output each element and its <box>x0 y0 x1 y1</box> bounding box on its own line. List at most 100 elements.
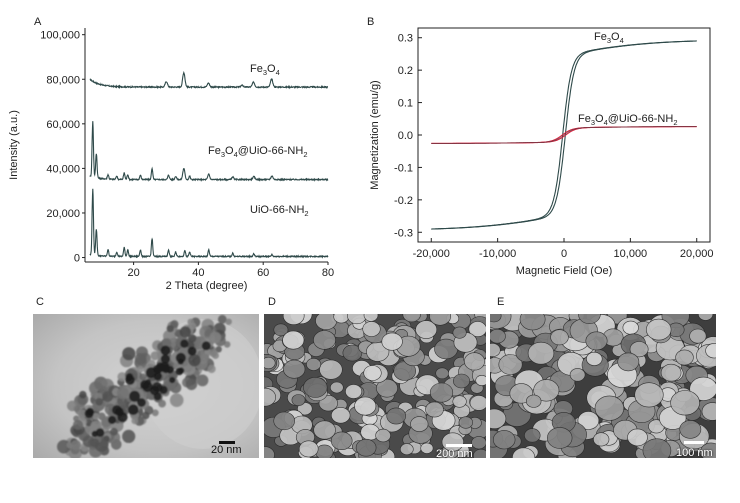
sem-grain <box>642 438 672 458</box>
sem-grain <box>527 341 555 365</box>
tem-particle <box>79 390 87 399</box>
tem-dark-particle <box>117 412 128 423</box>
tem-particle <box>150 351 160 361</box>
tem-particle <box>151 409 159 417</box>
sem-grain <box>400 443 414 456</box>
tem-dark-particle <box>169 377 176 384</box>
xrd-x-tick-label: 60 <box>257 267 269 279</box>
sem-grain <box>670 390 700 416</box>
tem-dark-particle <box>160 354 171 364</box>
tem-particle <box>189 322 197 330</box>
panel-letter-b: B <box>367 16 374 28</box>
sem-grain <box>264 356 276 370</box>
tem-particle <box>202 353 210 361</box>
xrd-x-axis-label: 2 Theta (degree) <box>166 280 248 292</box>
tem-dark-particle <box>161 364 171 374</box>
scale-label-c: 20 nm <box>211 444 242 456</box>
tem-micrograph <box>33 314 259 458</box>
fe3o4-hysteresis-line <box>431 40 697 230</box>
tem-particle <box>188 354 201 367</box>
tem-particle <box>169 393 184 407</box>
sem-grain <box>425 401 444 418</box>
sem-grain <box>306 358 322 371</box>
sem-grain <box>679 420 702 439</box>
tem-dark-particle <box>201 341 211 351</box>
tem-particle <box>70 440 82 451</box>
sem-grain <box>381 332 403 351</box>
tem-particle <box>179 326 191 338</box>
mag-y-tick-label: -0.2 <box>394 195 413 207</box>
sem-grain <box>525 394 542 408</box>
sem-grain <box>493 430 516 450</box>
tem-particle <box>77 409 87 419</box>
tem-particle <box>223 341 231 348</box>
sem-grain <box>363 365 382 381</box>
sem-grain <box>315 444 334 458</box>
sem-grain <box>675 349 694 366</box>
tem-dark-particle <box>160 345 171 356</box>
scale-bar-e <box>684 441 704 444</box>
sem-grain <box>402 314 421 323</box>
xrd-y-tick-label: 80,000 <box>46 74 80 86</box>
mag-series-label: Fe3O4 <box>594 31 624 45</box>
tem-particle <box>73 419 83 430</box>
xrd-series-line <box>89 121 329 182</box>
sem-grain <box>627 428 648 447</box>
sem-grain <box>634 382 664 408</box>
sem-grain <box>345 384 363 399</box>
sem-grain <box>586 351 603 366</box>
tem-dark-particle <box>187 346 197 356</box>
tem-dark-particle <box>91 430 98 437</box>
sem-grain <box>468 321 486 337</box>
xrd-y-tick-label: 100,000 <box>40 30 80 42</box>
sem-grain <box>342 344 363 362</box>
sem-grain <box>453 373 471 389</box>
tem-particle <box>95 398 103 406</box>
sem-grain <box>319 359 343 380</box>
sem-grain <box>410 416 429 432</box>
sem-grain <box>705 343 716 359</box>
sem-grain <box>490 343 501 357</box>
sem-grain <box>577 411 600 430</box>
sem-grain <box>698 314 714 321</box>
xrd-y-tick-label: 40,000 <box>46 163 80 175</box>
sem-grain <box>490 408 507 429</box>
mag-x-axis-label: Magnetic Field (Oe) <box>516 265 613 277</box>
sem-grain <box>435 367 449 380</box>
tem-particle <box>122 347 136 361</box>
sem-grain <box>282 314 305 325</box>
sem-grain <box>429 314 451 326</box>
mag-y-axis-label: Magnetization (emu/g) <box>369 80 381 189</box>
sem-grain <box>689 328 707 344</box>
xrd-series-label: Fe3O4 <box>250 63 280 77</box>
tem-dark-particle <box>125 375 132 382</box>
tem-dark-particle <box>95 428 105 437</box>
sem-grain <box>498 354 523 375</box>
sem-grain <box>330 407 351 424</box>
sem-grain <box>593 432 610 447</box>
composite-hysteresis-overlay <box>431 126 697 144</box>
xrd-chart: A 0 20,000 40,000 60,000 80,000 100,000 20 40 60 8… <box>8 16 334 292</box>
sem-grain <box>473 448 486 458</box>
sem-grain <box>490 314 502 323</box>
xrd-series-line <box>89 188 329 259</box>
sem-grain <box>550 329 569 346</box>
sem-grain <box>376 378 398 398</box>
tem-particle <box>158 399 166 408</box>
sem-grain <box>452 395 467 408</box>
mag-y-tick-label: 0.3 <box>398 33 413 45</box>
tem-particle <box>141 411 150 420</box>
tem-particle <box>209 331 222 344</box>
mag-x-tick-label: -20,000 <box>413 248 450 260</box>
sem-grain <box>386 407 406 425</box>
sem-grain <box>464 352 486 371</box>
mag-y-tick-label: -0.3 <box>394 227 413 239</box>
sem-grain <box>415 320 438 339</box>
sem-grain <box>617 352 640 372</box>
sem-grain <box>362 321 381 337</box>
tem-dark-particle <box>108 415 117 425</box>
magnetization-chart: B -0.3 -0.2 -0.1 0.0 0.1 0.2 0.3 -20,000 -10,000 0… <box>367 16 714 277</box>
tem-particle <box>209 348 218 358</box>
tem-particle <box>102 391 114 402</box>
tem-particle <box>137 366 144 373</box>
